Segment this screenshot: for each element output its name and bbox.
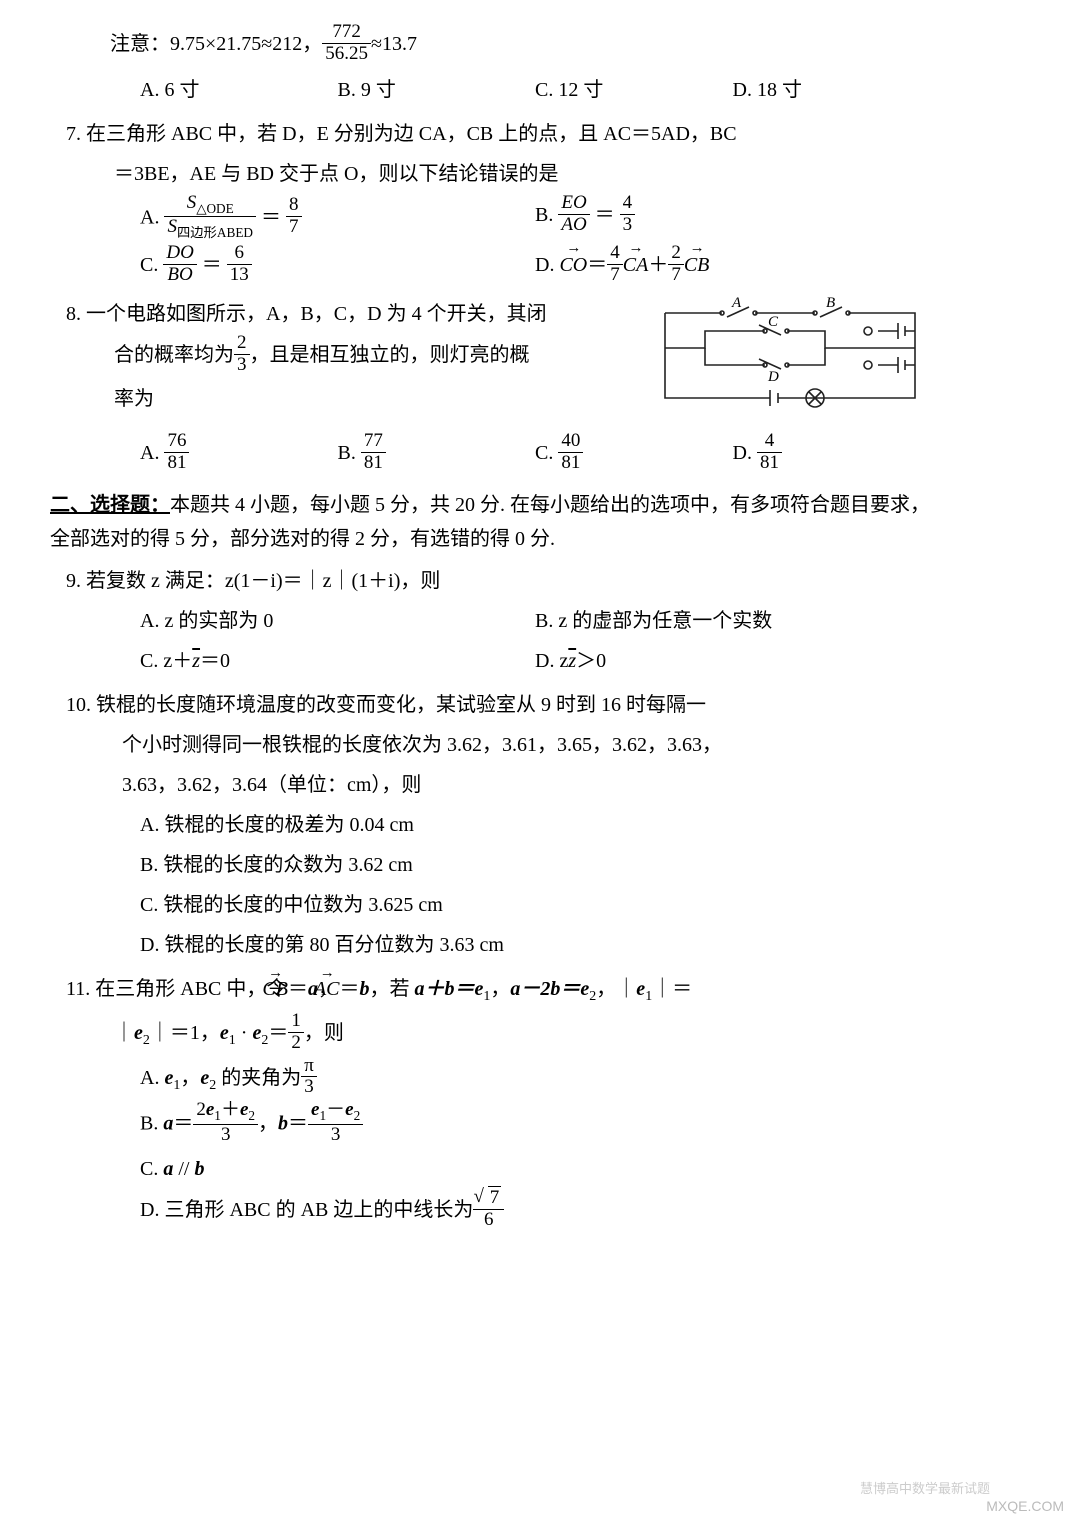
- q8-opt-d: D. 481: [733, 433, 931, 476]
- watermark-1: 慧博高中数学最新试题: [860, 1477, 990, 1502]
- q7-opt-c: C. DOBO ＝ 613: [140, 245, 535, 288]
- section-2-header: 二、选择题：本题共 4 小题，每小题 5 分，共 20 分. 在每小题给出的选项…: [50, 488, 930, 556]
- circuit-label-b: B: [826, 295, 835, 311]
- circuit-label-d: D: [767, 369, 779, 385]
- q6-opt-d: D. 18 寸: [733, 71, 931, 109]
- watermark-2: MXQE.COM: [986, 1493, 1064, 1520]
- q9-row1: A. z 的实部为 0 B. z 的虚部为任意一个实数: [50, 602, 930, 640]
- q8-options: A. 7681 B. 7781 C. 4081 D. 481: [50, 433, 930, 476]
- circuit-label-c: C: [768, 314, 779, 330]
- q10-stem-3: 3.63，3.62，3.64（单位：cm），则: [50, 766, 930, 804]
- q8-block: A B C D 8. 一个电路如图所示，A，B，C，D 为 4 个开关，其闭 合…: [50, 289, 930, 431]
- q11-opt-c: C. a // b: [50, 1150, 930, 1188]
- q10-stem-2: 个小时测得同一根铁棍的长度依次为 3.62，3.61，3.65，3.62，3.6…: [50, 726, 930, 764]
- q11-opt-a: A. e1，e2 的夹角为π3: [50, 1058, 930, 1101]
- q7-opt-d: D. CO＝47CA＋27CB: [535, 245, 930, 288]
- q11-opt-b: B. a＝2e1＋e23，b＝e1－e23: [50, 1102, 930, 1147]
- q11-stem-1: 11. 在三角形 ABC 中，令CB＝a，AC＝b，若 a＋b＝e1，a－2b＝…: [50, 970, 930, 1011]
- q10-opt-c: C. 铁棍的长度的中位数为 3.625 cm: [50, 886, 930, 924]
- q8-opt-b: B. 7781: [338, 433, 536, 476]
- q7-stem-2: ＝3BE，AE 与 BD 交于点 O，则以下结论错误的是: [50, 155, 930, 193]
- q8-opt-a: A. 7681: [140, 433, 338, 476]
- q6-opt-c: C. 12 寸: [535, 71, 733, 109]
- q9-opt-b: B. z 的虚部为任意一个实数: [535, 602, 930, 640]
- section-2-desc: 本题共 4 小题，每小题 5 分，共 20 分. 在每小题给出的选项中，有多项符…: [50, 494, 930, 550]
- q7-stem-1: 7. 在三角形 ABC 中，若 D，E 分别为边 CA，CB 上的点，且 AC＝…: [50, 115, 930, 153]
- q6-note: 注意：9.75×21.75≈212，77256.25≈13.7: [50, 24, 930, 67]
- q9-stem: 9. 若复数 z 满足：z(1－i)＝｜z｜(1＋i)，则: [50, 562, 930, 600]
- q7-row1: A. S△ODES四边形ABED ＝ 87 B. EOAO ＝ 43: [50, 195, 930, 243]
- q6-opt-b: B. 9 寸: [338, 71, 536, 109]
- q9-opt-d: D. zz＞0: [535, 642, 930, 680]
- q7-row2: C. DOBO ＝ 613 D. CO＝47CA＋27CB: [50, 245, 930, 288]
- q10-stem-1: 10. 铁棍的长度随环境温度的改变而变化，某试验室从 9 时到 16 时每隔一: [50, 686, 930, 724]
- note-e2-approx: ≈13.7: [371, 33, 417, 55]
- note-frac: 77256.25: [322, 22, 371, 65]
- q10-opt-b: B. 铁棍的长度的众数为 3.62 cm: [50, 846, 930, 884]
- q6-options: A. 6 寸 B. 9 寸 C. 12 寸 D. 18 寸: [50, 71, 930, 109]
- note-e1-lhs: 9.75×21.75: [170, 33, 261, 55]
- q10-opt-a: A. 铁棍的长度的极差为 0.04 cm: [50, 806, 930, 844]
- q10-opt-d: D. 铁棍的长度的第 80 百分位数为 3.63 cm: [50, 926, 930, 964]
- note-prefix: 注意：: [110, 33, 170, 55]
- q9-opt-a: A. z 的实部为 0: [140, 602, 535, 640]
- note-e1-approx: ≈212，: [261, 33, 322, 55]
- q6-opt-a: A. 6 寸: [140, 71, 338, 109]
- q11-stem-2: ｜e2｜＝1，e1 · e2＝12，则: [50, 1013, 930, 1056]
- q9-opt-c: C. z＋z＝0: [140, 642, 535, 680]
- q11-opt-d: D. 三角形 ABC 的 AB 边上的中线长为76: [50, 1190, 930, 1233]
- q8-opt-c: C. 4081: [535, 433, 733, 476]
- section-2-title: 二、选择题：: [50, 494, 170, 516]
- circuit-diagram: A B C D: [650, 293, 930, 423]
- circuit-label-a: A: [731, 295, 742, 311]
- q9-row2: C. z＋z＝0 D. zz＞0: [50, 642, 930, 680]
- q7-opt-b: B. EOAO ＝ 43: [535, 195, 930, 243]
- q7-opt-a: A. S△ODES四边形ABED ＝ 87: [140, 195, 535, 243]
